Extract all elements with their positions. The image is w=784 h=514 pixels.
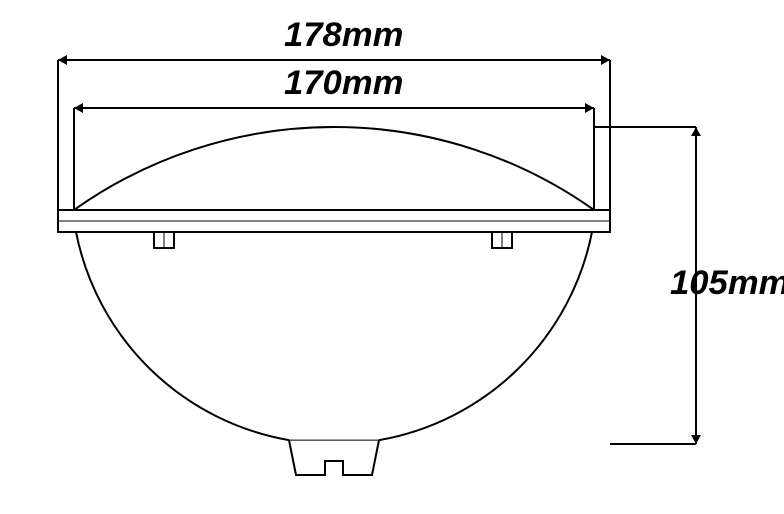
bowl-left-arc <box>76 232 289 440</box>
base-stub <box>289 440 379 475</box>
technical-drawing: 178mm 170mm 105mm <box>0 0 784 514</box>
bowl-right-arc <box>379 232 592 440</box>
inner-width-label: 170mm <box>284 64 403 103</box>
height-label: 105mm <box>670 264 784 303</box>
outer-width-label: 178mm <box>284 16 403 55</box>
dome-outline <box>74 127 594 210</box>
